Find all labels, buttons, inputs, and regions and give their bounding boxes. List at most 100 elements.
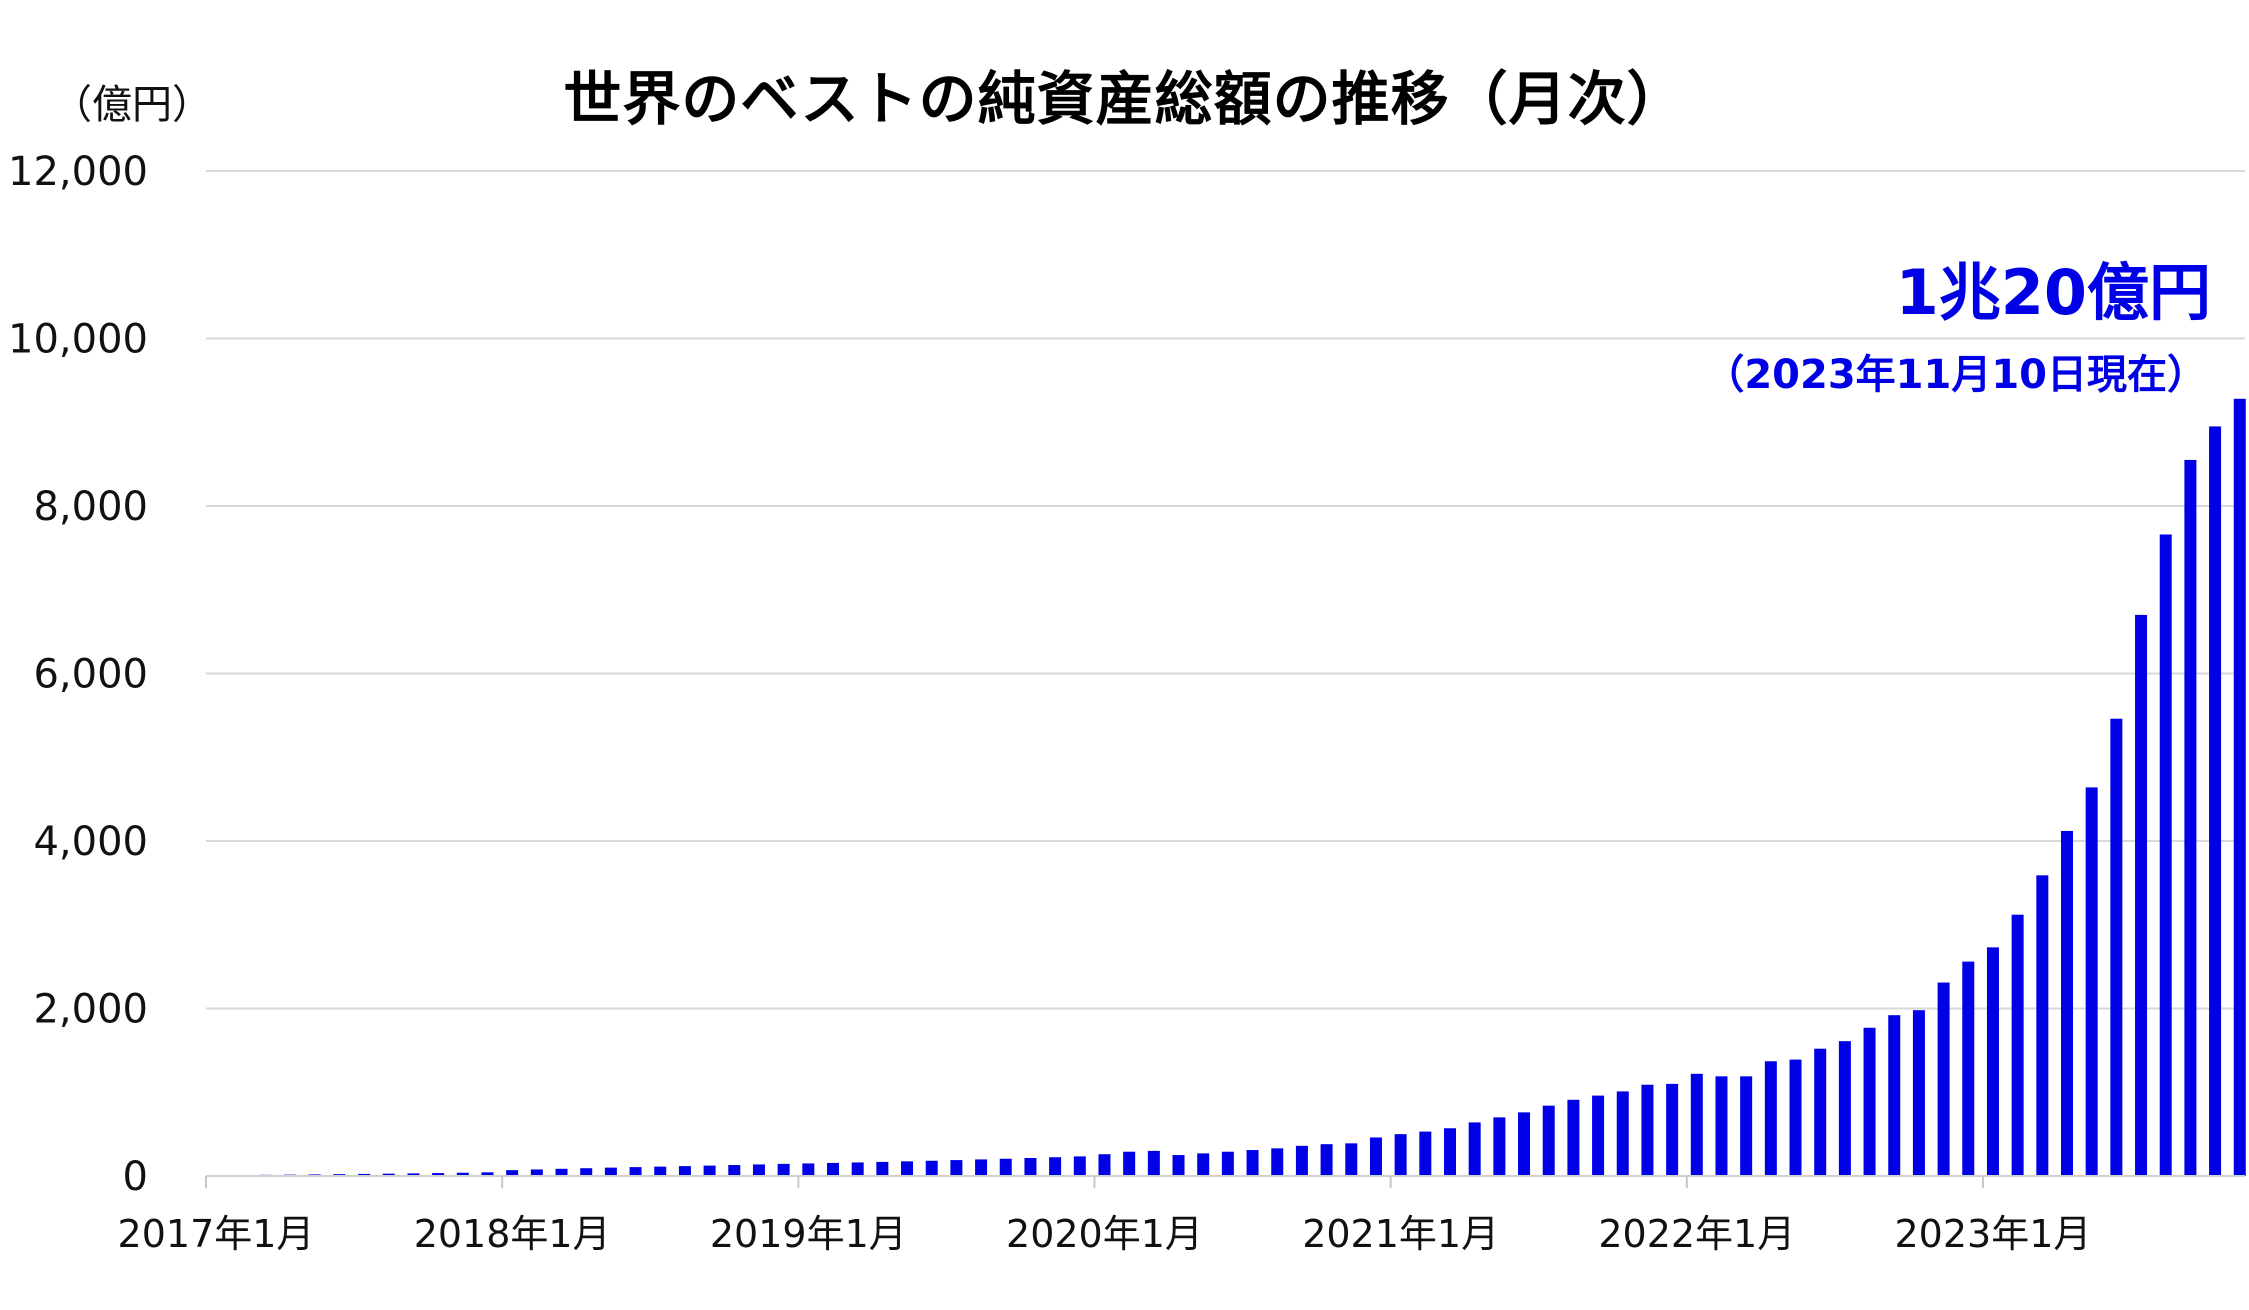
y-tick-label: 12,000 — [8, 149, 148, 195]
bar — [802, 1163, 815, 1176]
gridlines — [206, 170, 2245, 1010]
bar — [1271, 1148, 1284, 1176]
bar — [530, 1169, 543, 1176]
bar — [2233, 398, 2246, 1176]
bar — [2209, 426, 2222, 1176]
chart-title: 世界のベストの純資産総額の推移（月次） — [563, 65, 1686, 133]
bar — [2159, 534, 2172, 1176]
bar — [506, 1170, 519, 1176]
bar — [1912, 1010, 1925, 1176]
bar — [1444, 1128, 1456, 1176]
x-tick-labels: 2017年1月 2018年1月 2019年1月 2020年1月 2021年1月 2022年… — [118, 1212, 2092, 1256]
y-tick-label: 10,000 — [8, 317, 148, 363]
bar — [1419, 1131, 1432, 1176]
bar — [1320, 1144, 1333, 1176]
bar — [1493, 1117, 1506, 1176]
bar — [1986, 947, 1999, 1176]
bar — [1221, 1151, 1234, 1176]
bar — [456, 1172, 469, 1176]
bar — [752, 1164, 765, 1176]
bar — [1715, 1076, 1728, 1176]
bar — [2061, 830, 2073, 1176]
bar — [1147, 1150, 1160, 1176]
bar — [1789, 1059, 1802, 1176]
bar — [1123, 1151, 1136, 1176]
bar — [580, 1168, 593, 1176]
bar — [1937, 982, 1950, 1176]
bar — [1468, 1122, 1481, 1176]
bar — [1073, 1156, 1086, 1176]
bar — [555, 1168, 568, 1176]
bar — [1295, 1145, 1308, 1176]
bar — [1641, 1084, 1654, 1176]
bar — [1838, 1041, 1851, 1176]
bar — [654, 1166, 667, 1176]
bar — [1246, 1150, 1259, 1176]
bar — [2110, 718, 2123, 1176]
y-axis-unit-label: （億円） — [52, 82, 212, 128]
bar — [1369, 1137, 1382, 1176]
bar — [481, 1172, 494, 1176]
bar — [1394, 1134, 1407, 1176]
bar — [1345, 1143, 1358, 1176]
bar — [1863, 1027, 1876, 1176]
annotation-total-value: 1兆20億円 — [1895, 256, 2211, 329]
bar — [1567, 1099, 1580, 1176]
bar — [432, 1173, 445, 1176]
bar — [2011, 914, 2024, 1176]
bar — [2184, 459, 2197, 1176]
bar — [678, 1166, 691, 1176]
bar — [777, 1163, 790, 1176]
y-tick-label: 2,000 — [33, 987, 148, 1033]
bar — [1024, 1157, 1037, 1176]
x-tick-label: 2021年1月 — [1302, 1212, 1499, 1256]
bar — [1518, 1112, 1531, 1176]
bar — [876, 1161, 889, 1176]
bar — [2085, 787, 2098, 1176]
bar — [1814, 1048, 1827, 1176]
bar — [629, 1167, 642, 1176]
bar — [851, 1162, 864, 1176]
axes — [205, 1175, 2245, 1188]
bar — [604, 1167, 617, 1176]
bar — [382, 1173, 395, 1176]
bar — [2036, 875, 2049, 1176]
bar — [1764, 1061, 1777, 1176]
x-tick-label: 2017年1月 — [118, 1212, 315, 1256]
y-tick-label: 0 — [123, 1154, 148, 1200]
bar — [1049, 1157, 1062, 1176]
bar — [1888, 1015, 1901, 1176]
bar — [1962, 961, 1975, 1176]
x-tick-label: 2019年1月 — [710, 1212, 907, 1256]
x-tick-label: 2018年1月 — [414, 1212, 611, 1256]
bar — [925, 1160, 938, 1176]
bar — [1740, 1076, 1753, 1176]
y-tick-label: 4,000 — [33, 819, 148, 865]
bar — [827, 1162, 839, 1176]
bar — [1666, 1083, 1679, 1176]
bar — [1616, 1091, 1629, 1176]
bar — [999, 1158, 1012, 1176]
bar — [358, 1173, 371, 1176]
bar — [703, 1165, 716, 1176]
bar — [2135, 614, 2148, 1176]
x-tick-label: 2023年1月 — [1895, 1212, 2092, 1256]
bar — [1172, 1155, 1185, 1176]
y-tick-label: 6,000 — [33, 652, 148, 698]
bars — [210, 398, 2246, 1177]
y-tick-labels: 0 2,000 4,000 6,000 8,000 10,000 12,000 — [8, 149, 148, 1200]
bar — [1098, 1154, 1111, 1176]
bar — [1690, 1073, 1703, 1176]
bar — [975, 1159, 988, 1176]
bar — [1592, 1095, 1605, 1176]
bar — [950, 1160, 963, 1176]
bar — [407, 1173, 420, 1176]
x-tick-label: 2022年1月 — [1598, 1212, 1795, 1256]
bar — [728, 1165, 741, 1176]
bar — [1542, 1105, 1555, 1176]
bar — [1197, 1153, 1210, 1176]
y-tick-label: 8,000 — [33, 484, 148, 530]
bar — [901, 1161, 914, 1176]
